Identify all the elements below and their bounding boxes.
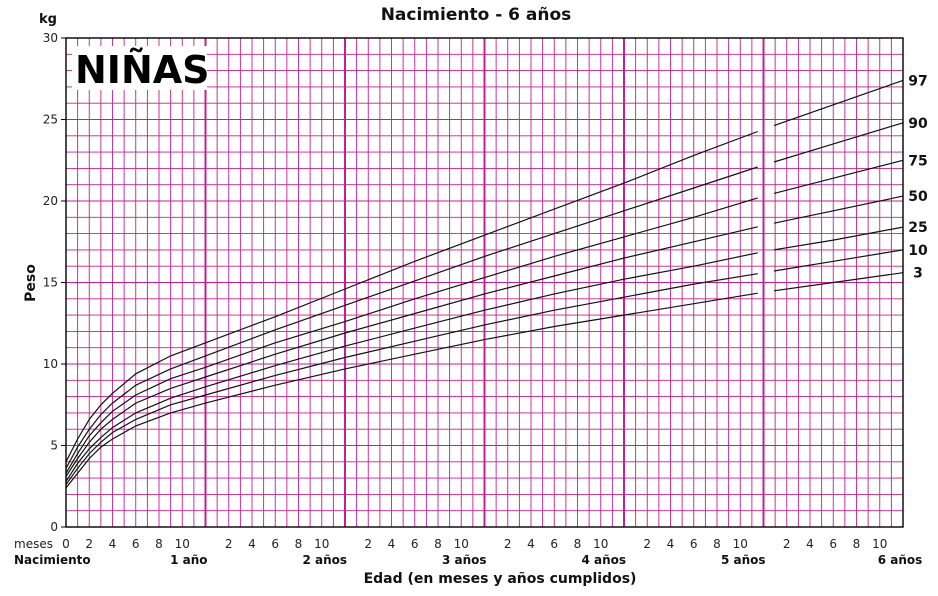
x-year-label: 3 años	[442, 553, 487, 567]
x-month-tick-label: 10	[872, 537, 887, 551]
x-month-tick-label: 2	[504, 537, 512, 551]
chart-title: Nacimiento - 6 años	[381, 5, 572, 25]
percentile-curve-90	[65, 166, 758, 469]
percentile-label-97: 97	[908, 73, 927, 89]
percentile-curve-3	[773, 272, 904, 292]
month-prefix-label: meses	[14, 537, 53, 551]
y-tick-labels: 0 5 10 15 20 25 30	[43, 31, 66, 534]
x-month-tick-label: 8	[434, 537, 442, 551]
y-tick-label: 15	[43, 276, 58, 290]
x-month-tick-label: 2	[364, 537, 372, 551]
x-year-label: Nacimiento	[14, 553, 91, 567]
x-tick-labels: 0 2 4 6 8 10 2 4 6 8 10 2 4 6 8 10 2 4 6 8 10 2 4 6 8 10 2 4 6 8 10	[62, 537, 887, 551]
x-month-tick-label: 0	[62, 537, 70, 551]
percentile-curve-75	[65, 197, 758, 474]
x-month-tick-label: 6	[271, 537, 279, 551]
percentile-label-25: 25	[908, 220, 927, 236]
percentile-curve-25	[773, 226, 904, 251]
percentile-curve-50	[65, 226, 758, 477]
x-month-tick-label: 10	[593, 537, 608, 551]
percentile-curves	[65, 79, 904, 489]
x-month-tick-label: 2	[225, 537, 233, 551]
x-month-tick-label: 4	[248, 537, 256, 551]
x-year-label: 1 año	[170, 553, 207, 567]
percentile-label-10: 10	[908, 243, 928, 259]
x-month-tick-label: 8	[713, 537, 721, 551]
x-month-tick-label: 4	[527, 537, 535, 551]
x-month-tick-label: 6	[550, 537, 558, 551]
x-year-label: 4 años	[581, 553, 626, 567]
x-month-tick-label: 8	[574, 537, 582, 551]
percentile-label-3: 3	[913, 266, 923, 282]
y-tick-label: 10	[43, 357, 58, 371]
percentile-label-75: 75	[908, 153, 927, 169]
y-tick-label: 25	[43, 113, 58, 127]
percentile-curve-97	[773, 79, 904, 127]
x-month-tick-label: 4	[388, 537, 396, 551]
x-month-tick-label: 4	[109, 537, 117, 551]
y-tick-label: 5	[50, 439, 58, 453]
percentile-labels: 97 90 75 50 25 10 3	[908, 73, 928, 281]
x-month-tick-label: 6	[690, 537, 698, 551]
percentile-curve-3	[65, 292, 758, 489]
badge: NIÑAS	[72, 46, 210, 92]
x-month-tick-label: 2	[783, 537, 791, 551]
x-year-label: 5 años	[721, 553, 766, 567]
x-month-tick-label: 6	[132, 537, 140, 551]
x-year-label: 2 años	[302, 553, 347, 567]
x-month-tick-label: 8	[853, 537, 861, 551]
percentile-curve-10	[773, 249, 904, 272]
year-labels: Nacimiento 1 año 2 años 3 años 4 años 5 años 6…	[14, 553, 922, 567]
percentile-curve-10	[65, 273, 758, 485]
percentile-curve-25	[65, 252, 758, 482]
percentile-curve-50	[773, 195, 904, 224]
percentile-curve-97	[65, 130, 758, 463]
x-axis-title: Edad (en meses y años cumplidos)	[364, 571, 637, 587]
x-month-tick-label: 10	[733, 537, 748, 551]
y-tick-label: 30	[43, 31, 58, 45]
x-month-tick-label: 10	[314, 537, 329, 551]
badge-label: NIÑAS	[75, 48, 210, 92]
x-month-tick-label: 2	[85, 537, 93, 551]
percentile-curve-90	[773, 122, 904, 163]
x-month-tick-label: 8	[155, 537, 163, 551]
x-month-tick-label: 8	[295, 537, 303, 551]
x-month-tick-label: 4	[667, 537, 675, 551]
x-month-tick-label: 2	[643, 537, 651, 551]
percentile-label-90: 90	[908, 116, 928, 132]
y-tick-label: 0	[50, 520, 58, 534]
x-month-tick-label: 4	[806, 537, 814, 551]
percentile-label-50: 50	[908, 189, 928, 205]
percentile-curve-75	[773, 159, 904, 194]
chart-grid	[65, 37, 904, 528]
y-axis-title: Peso	[23, 264, 39, 302]
x-year-label: 6 años	[878, 553, 923, 567]
x-month-tick-label: 6	[411, 537, 419, 551]
y-tick-label: 20	[43, 194, 58, 208]
x-month-tick-label: 10	[454, 537, 469, 551]
x-month-tick-label: 6	[829, 537, 837, 551]
y-unit-label: kg	[39, 12, 57, 27]
x-month-tick-label: 10	[175, 537, 190, 551]
